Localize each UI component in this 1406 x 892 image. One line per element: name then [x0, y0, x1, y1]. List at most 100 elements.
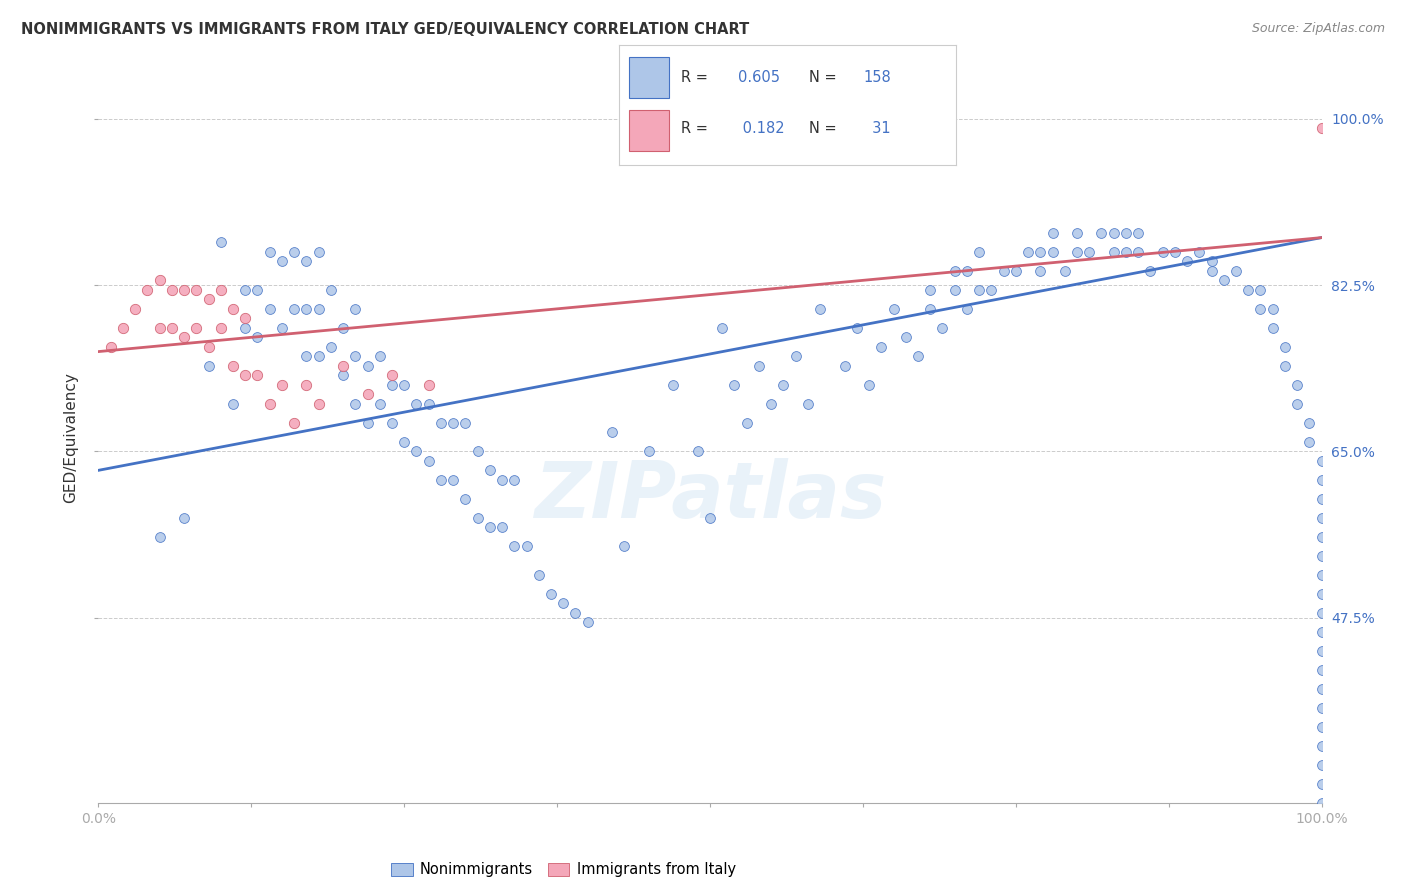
Point	[186, 283, 208, 297]
Point	[1310, 530, 1333, 544]
Point	[943, 264, 966, 278]
Point	[1249, 301, 1271, 316]
Point	[233, 283, 256, 297]
Point	[956, 301, 979, 316]
Point	[1310, 549, 1333, 563]
Point	[797, 397, 820, 411]
Text: 158: 158	[863, 70, 891, 85]
Point	[699, 511, 721, 525]
Point	[858, 377, 880, 392]
Point	[478, 463, 501, 477]
Text: R =: R =	[681, 70, 713, 85]
Point	[381, 416, 404, 430]
Point	[1310, 701, 1333, 715]
Text: NONIMMIGRANTS VS IMMIGRANTS FROM ITALY GED/EQUIVALENCY CORRELATION CHART: NONIMMIGRANTS VS IMMIGRANTS FROM ITALY G…	[21, 22, 749, 37]
Point	[1310, 681, 1333, 696]
Point	[980, 283, 1002, 297]
Point	[1310, 796, 1333, 810]
Point	[233, 311, 256, 326]
Point	[761, 397, 783, 411]
Point	[173, 330, 195, 344]
Point	[111, 321, 134, 335]
Point	[1017, 244, 1039, 259]
Point	[1274, 340, 1296, 354]
Point	[467, 444, 489, 458]
Text: N =: N =	[810, 121, 842, 136]
Point	[907, 349, 929, 363]
Point	[1102, 244, 1125, 259]
Point	[613, 539, 636, 553]
Point	[1164, 244, 1187, 259]
Text: R =: R =	[681, 121, 713, 136]
Point	[1188, 244, 1211, 259]
Point	[808, 301, 831, 316]
Point	[1139, 264, 1161, 278]
Point	[332, 359, 354, 373]
Point	[270, 377, 294, 392]
Point	[418, 454, 440, 468]
Point	[1237, 283, 1260, 297]
Point	[418, 397, 440, 411]
Point	[295, 254, 318, 268]
Point	[454, 491, 477, 506]
Point	[332, 368, 354, 383]
Point	[1310, 587, 1333, 601]
Text: 31: 31	[863, 121, 891, 136]
Point	[748, 359, 770, 373]
Point	[209, 283, 232, 297]
Point	[441, 473, 464, 487]
Point	[1310, 777, 1333, 791]
Point	[1310, 814, 1333, 829]
Point	[553, 596, 575, 610]
Point	[356, 416, 378, 430]
Text: 0.605: 0.605	[738, 70, 780, 85]
Point	[1102, 226, 1125, 240]
Point	[430, 416, 453, 430]
Point	[686, 444, 709, 458]
Point	[173, 283, 195, 297]
Point	[405, 444, 427, 458]
Point	[283, 301, 305, 316]
Point	[1310, 624, 1333, 639]
Point	[1128, 244, 1150, 259]
Point	[1115, 226, 1137, 240]
Point	[381, 368, 404, 383]
Point	[920, 301, 942, 316]
Point	[308, 244, 330, 259]
Point	[149, 321, 172, 335]
Point	[233, 321, 256, 335]
Point	[1029, 264, 1052, 278]
Point	[259, 397, 281, 411]
Point	[1298, 434, 1320, 449]
Point	[1310, 663, 1333, 677]
Point	[1261, 301, 1284, 316]
Point	[356, 387, 378, 401]
Point	[209, 321, 232, 335]
Point	[1298, 416, 1320, 430]
Point	[270, 321, 294, 335]
Point	[467, 511, 489, 525]
Point	[1201, 264, 1223, 278]
Point	[943, 283, 966, 297]
Point	[1261, 321, 1284, 335]
Point	[1310, 739, 1333, 753]
Point	[233, 368, 256, 383]
Point	[319, 283, 342, 297]
Point	[576, 615, 599, 630]
Point	[491, 520, 513, 534]
Point	[222, 301, 245, 316]
Point	[283, 244, 305, 259]
Point	[332, 321, 354, 335]
Point	[1310, 890, 1333, 892]
Point	[1274, 359, 1296, 373]
Point	[870, 340, 893, 354]
FancyBboxPatch shape	[628, 57, 669, 97]
Point	[136, 283, 159, 297]
Point	[1310, 606, 1333, 620]
Point	[344, 397, 367, 411]
Point	[931, 321, 953, 335]
Point	[100, 340, 122, 354]
Point	[1029, 244, 1052, 259]
Point	[1310, 491, 1333, 506]
Point	[197, 340, 219, 354]
